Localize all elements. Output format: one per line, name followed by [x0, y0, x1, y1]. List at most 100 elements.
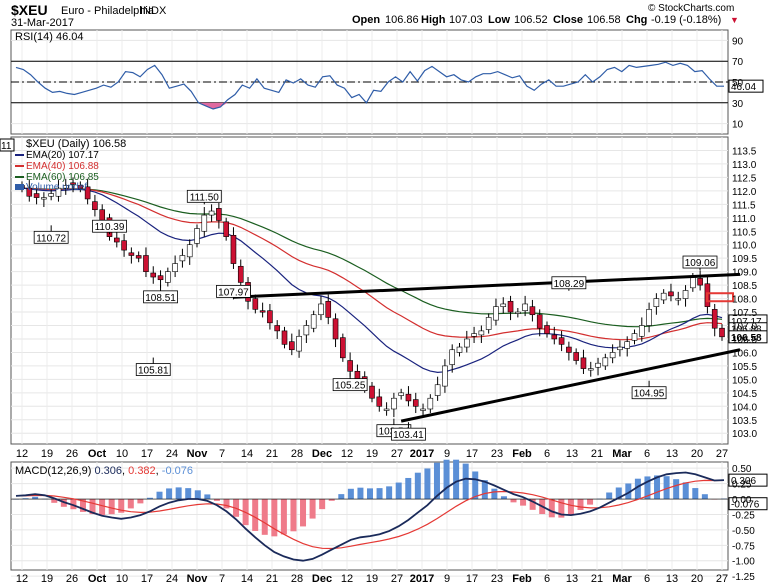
annotation-value: 103.41 [393, 430, 424, 441]
price-x-tick-label: 6 [544, 448, 550, 460]
macd-histogram-bar [319, 499, 326, 510]
macd-histogram-bar [587, 499, 594, 505]
macd-x-tick-label: 20 [691, 573, 703, 585]
price-tick-label: 106.5 [732, 335, 757, 346]
macd-tick-label: -1.00 [732, 557, 755, 568]
candle-body [121, 240, 127, 251]
price-x-tick-label: 20 [691, 448, 703, 460]
macd-histogram-bar [118, 499, 125, 513]
price-x-tick-label: Nov [187, 448, 209, 460]
macd-x-tick-label: Dec [312, 573, 332, 585]
macd-x-tick-label: 14 [241, 573, 253, 585]
macd-histogram-bar [577, 499, 584, 510]
candle-body [376, 396, 383, 407]
macd-histogram-bar [89, 499, 96, 515]
price-x-tick-label: 7 [219, 448, 225, 460]
candle-body [230, 234, 237, 264]
candle-body [638, 325, 645, 337]
candle-body [194, 228, 200, 244]
rsi-label: RSI(14) 46.04 [15, 31, 83, 43]
candle-body [551, 334, 558, 340]
exchange: INDX [140, 5, 167, 17]
annotation-value: 105.81 [138, 366, 169, 377]
macd-histogram-bar [558, 499, 565, 518]
candle-body [267, 310, 273, 324]
candle-body [660, 292, 667, 301]
close-label: Close [553, 14, 583, 26]
annotation-box [135, 363, 171, 376]
price-x-tick-label: 27 [716, 448, 728, 460]
ema60-line [21, 187, 723, 328]
annotation-value: 108.29 [554, 279, 585, 290]
macd-histogram-bar [347, 488, 354, 500]
macd-x-tick-label: 12 [341, 573, 353, 585]
candle-body [536, 314, 543, 329]
candle-body [485, 317, 492, 330]
brand: © StockCharts.com [648, 3, 734, 14]
macd-x-tick-label: Nov [187, 573, 209, 585]
macd-histogram-bar [405, 477, 412, 500]
macd-hist-last-value-tag [728, 497, 768, 511]
open-label: Open [352, 14, 380, 26]
annotation-value: 110.39 [95, 222, 125, 233]
candle-body [587, 368, 594, 371]
trend-line [400, 348, 741, 423]
annotation-box [631, 386, 667, 400]
candle-body [99, 209, 106, 221]
price-tick-label: 104.0 [732, 402, 757, 413]
macd-x-tick-label: 13 [666, 573, 678, 585]
low-label: Low [488, 14, 510, 26]
macd-histogram-bar [280, 499, 287, 535]
price-x-tick-label: 27 [391, 448, 403, 460]
macd-histogram-bar [663, 476, 670, 500]
macd-x-tick-label: 26 [66, 573, 78, 585]
macd-histogram-bar [433, 462, 440, 500]
price-x-tick-label: 10 [116, 448, 128, 460]
annotation-box [216, 284, 251, 298]
ohlc-readout: Open 106.86 High 107.03 Low 106.52 Close… [352, 14, 739, 26]
macd-x-tick-label: Feb [512, 573, 532, 585]
annotation-value: 108.51 [145, 293, 176, 304]
annotation-value: 107.97 [218, 287, 249, 298]
chg-down-icon: ▼ [730, 15, 739, 25]
candle-body [412, 399, 419, 407]
candle-body [332, 318, 339, 340]
macd-x-tick-label: 13 [566, 573, 578, 585]
annotation-box [186, 189, 222, 203]
candle-body [347, 360, 353, 372]
price-tick-label: 108.5 [732, 281, 757, 292]
candle-body [631, 333, 638, 341]
annotation-value: 109.06 [685, 258, 716, 269]
rsi-tick-label: 50 [732, 78, 744, 89]
candle-body [354, 370, 361, 380]
price-tick-label: 112.0 [732, 187, 757, 198]
open-value: 106.86 [385, 14, 419, 26]
candle-body [310, 314, 317, 329]
candle-body [515, 311, 521, 314]
macd-line-value: 0.306 [94, 465, 122, 477]
price-tag-left: 11 [0, 138, 15, 152]
price-x-tick-label: 17 [141, 448, 153, 460]
macd-histogram-bar [127, 499, 134, 509]
price-tick-label: 109.0 [732, 268, 757, 279]
macd-histogram-bar [462, 463, 469, 500]
price-x-tick-label: 24 [166, 448, 178, 460]
macd-histogram-bar [567, 499, 574, 515]
price-x-tick-label: Mar [612, 448, 632, 460]
candle-body [369, 385, 375, 399]
candle-body [522, 303, 528, 311]
price-x-tick-label: 21 [591, 448, 603, 460]
candle-body [580, 357, 587, 369]
macd-x-tick-label: 27 [716, 573, 728, 585]
macd-x-tick-label: 21 [266, 573, 278, 585]
macd-histogram-bar [443, 459, 450, 500]
candle-body [157, 275, 164, 281]
candle-body [318, 303, 324, 316]
macd-tick-label: 0.25 [732, 480, 752, 491]
candle-body [62, 185, 69, 189]
macd-histogram-bar [424, 468, 431, 500]
macd-histogram-bar [32, 496, 39, 500]
price-tick-label: 105.5 [732, 362, 757, 373]
candle-body [208, 210, 215, 216]
macd-x-tick-label: 12 [16, 573, 28, 585]
